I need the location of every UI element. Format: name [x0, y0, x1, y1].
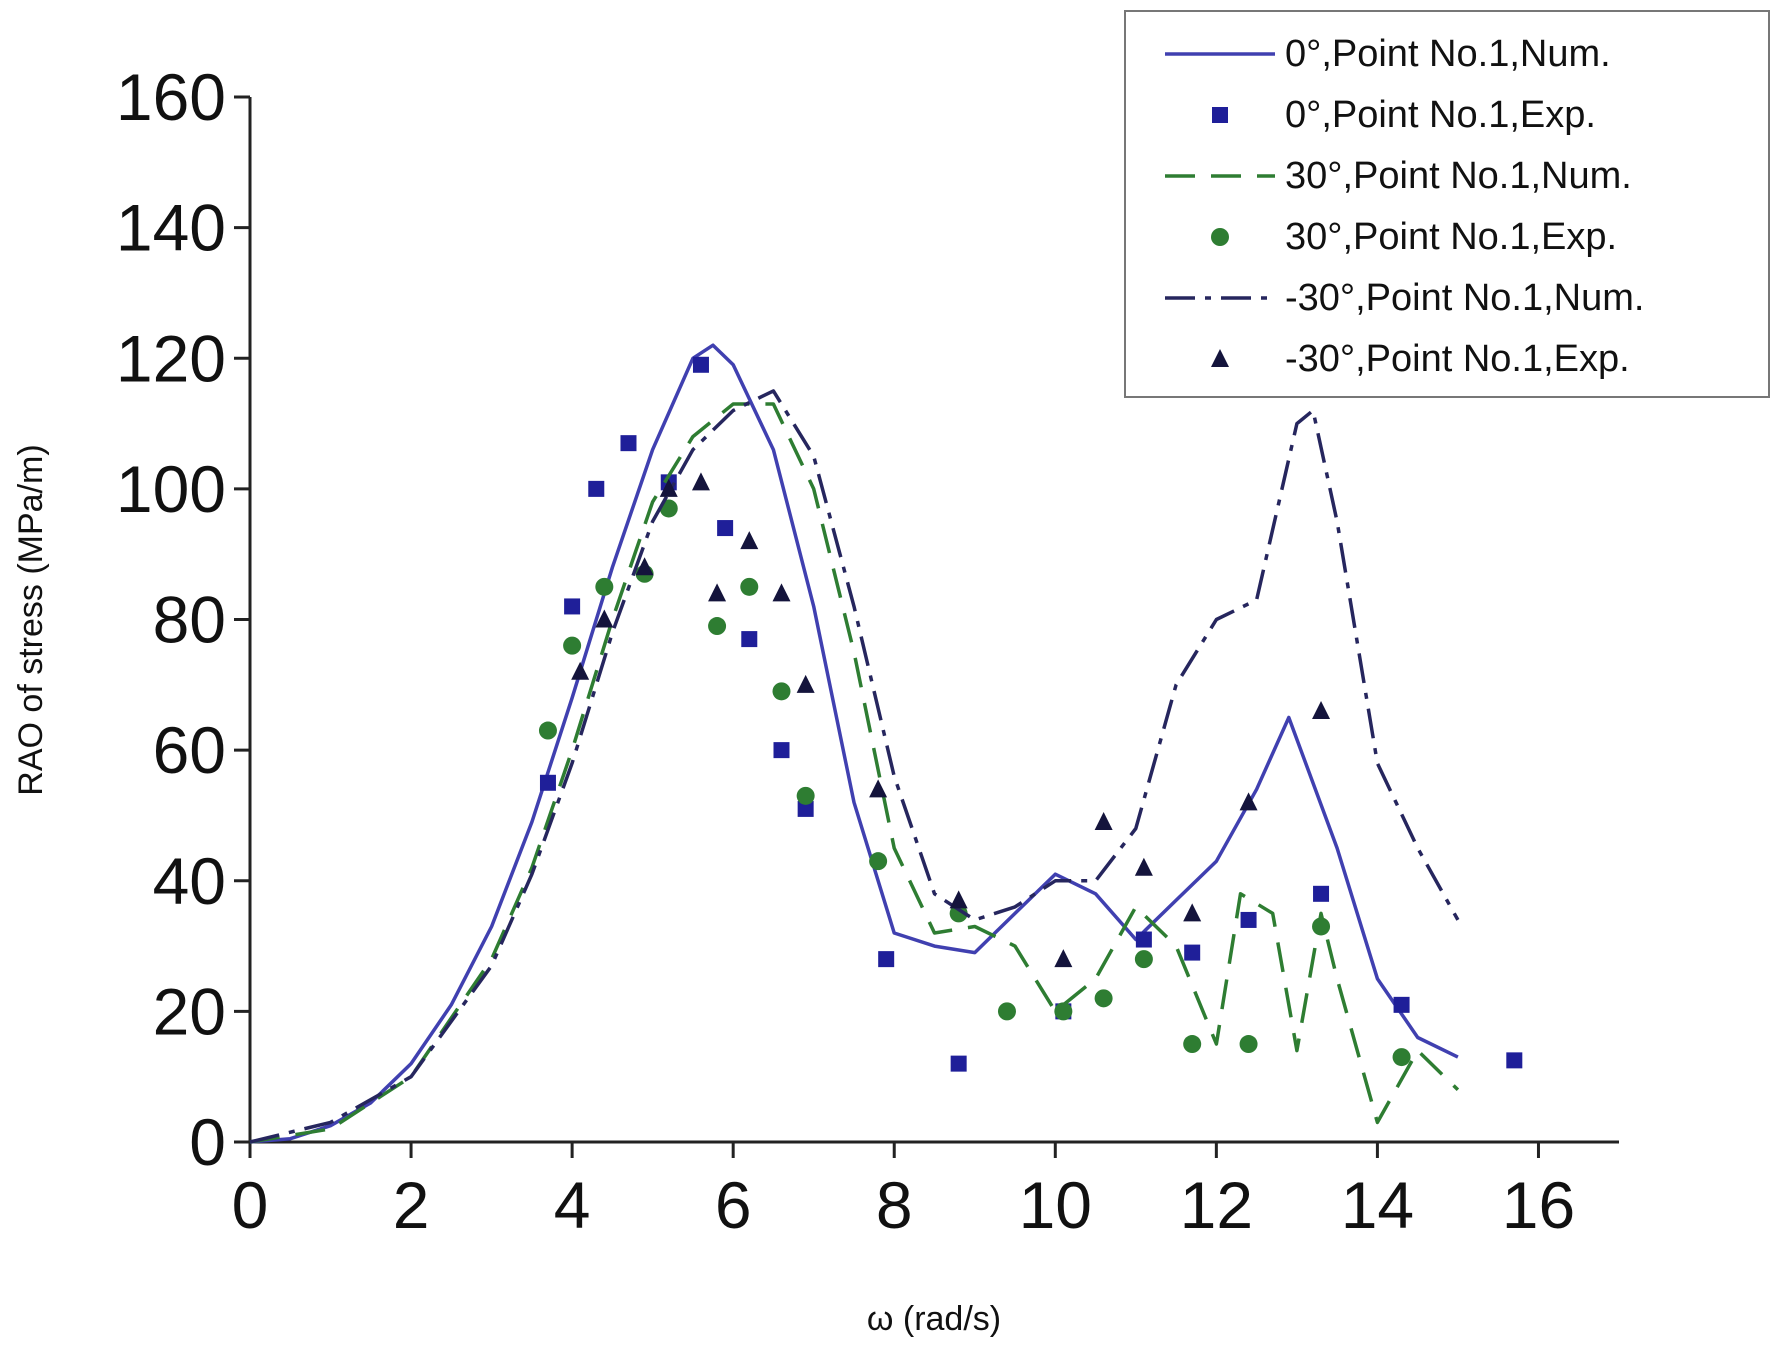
x-tick-label: 12 [1180, 1168, 1253, 1242]
marker [869, 779, 888, 798]
marker [773, 742, 790, 759]
marker [692, 356, 709, 373]
x-tick-label: 4 [554, 1168, 591, 1242]
x-tick-label: 6 [715, 1168, 752, 1242]
y-tick-label: 60 [153, 713, 226, 787]
y-tick-label: 80 [153, 583, 226, 657]
marker [1312, 917, 1331, 936]
x-tick-label: 14 [1341, 1168, 1414, 1242]
x-tick-label: 10 [1019, 1168, 1092, 1242]
legend-label: 30°,Point No.1,Exp. [1285, 216, 1617, 258]
marker [595, 577, 614, 596]
legend-label: -30°,Point No.1,Exp. [1285, 338, 1630, 380]
marker [997, 1002, 1016, 1021]
series-line [249, 389, 1460, 1144]
legend-label: -30°,Point No.1,Num. [1285, 277, 1644, 319]
legend-swatch [1211, 349, 1229, 367]
marker [620, 435, 637, 452]
marker [772, 583, 791, 602]
marker [1392, 1048, 1411, 1067]
marker [595, 609, 614, 628]
legend-label: 0°,Point No.1,Exp. [1285, 94, 1596, 136]
y-tick-label: 40 [153, 844, 226, 918]
y-tick-label: 140 [116, 191, 226, 265]
x-tick-label: 2 [393, 1168, 430, 1242]
marker [708, 583, 727, 602]
marker [1239, 792, 1258, 811]
legend-swatch [1212, 107, 1228, 123]
marker [1094, 989, 1113, 1008]
y-tick-label: 160 [116, 60, 226, 134]
marker [1240, 911, 1257, 928]
marker [1054, 949, 1073, 968]
marker [635, 557, 654, 576]
y-tick-label: 100 [116, 452, 226, 526]
marker [588, 480, 605, 497]
marker [869, 852, 888, 871]
legend-label: 0°,Point No.1,Num. [1285, 33, 1611, 75]
legend-swatch [1211, 228, 1229, 246]
marker [1312, 700, 1331, 719]
x-tick-label: 16 [1502, 1168, 1575, 1242]
marker [563, 636, 582, 655]
marker [1506, 1052, 1523, 1069]
marker [796, 786, 815, 805]
marker [950, 1055, 967, 1072]
marker [949, 904, 968, 923]
marker [659, 478, 678, 497]
marker [717, 520, 734, 537]
y-axis-title: RAO of stress (MPa/m) [12, 444, 50, 795]
marker [1134, 857, 1153, 876]
marker [772, 682, 791, 701]
y-tick-label: 20 [153, 974, 226, 1048]
marker [741, 631, 758, 648]
marker [740, 531, 759, 550]
legend: 0°,Point No.1,Num. 0°,Point No.1,Exp. 30°,… [1124, 10, 1770, 398]
y-tick-label: 120 [116, 321, 226, 395]
marker [538, 721, 557, 740]
marker [1393, 996, 1410, 1013]
marker [1313, 885, 1330, 902]
marker [878, 951, 895, 968]
marker [1054, 1002, 1073, 1021]
marker [1239, 1035, 1258, 1054]
marker [571, 661, 590, 680]
marker [1183, 903, 1202, 922]
marker [1183, 1035, 1202, 1054]
marker [796, 674, 815, 693]
marker [797, 800, 814, 817]
marker [1184, 944, 1201, 961]
series-line [249, 343, 1459, 1144]
marker [691, 472, 710, 491]
x-tick-label: 0 [232, 1168, 269, 1242]
marker [1135, 931, 1152, 948]
marker [1134, 950, 1153, 969]
x-axis-title: ω (rad/s) [867, 1300, 1001, 1338]
marker [740, 577, 759, 596]
marker [539, 774, 556, 791]
legend-label: 30°,Point No.1,Num. [1285, 155, 1632, 197]
series-line [249, 402, 1460, 1144]
x-tick-label: 8 [876, 1168, 913, 1242]
marker [708, 617, 727, 636]
y-tick-label: 0 [189, 1105, 226, 1179]
marker [564, 598, 581, 615]
legend-box [1124, 10, 1770, 398]
marker [1094, 811, 1113, 830]
marker [949, 890, 968, 909]
